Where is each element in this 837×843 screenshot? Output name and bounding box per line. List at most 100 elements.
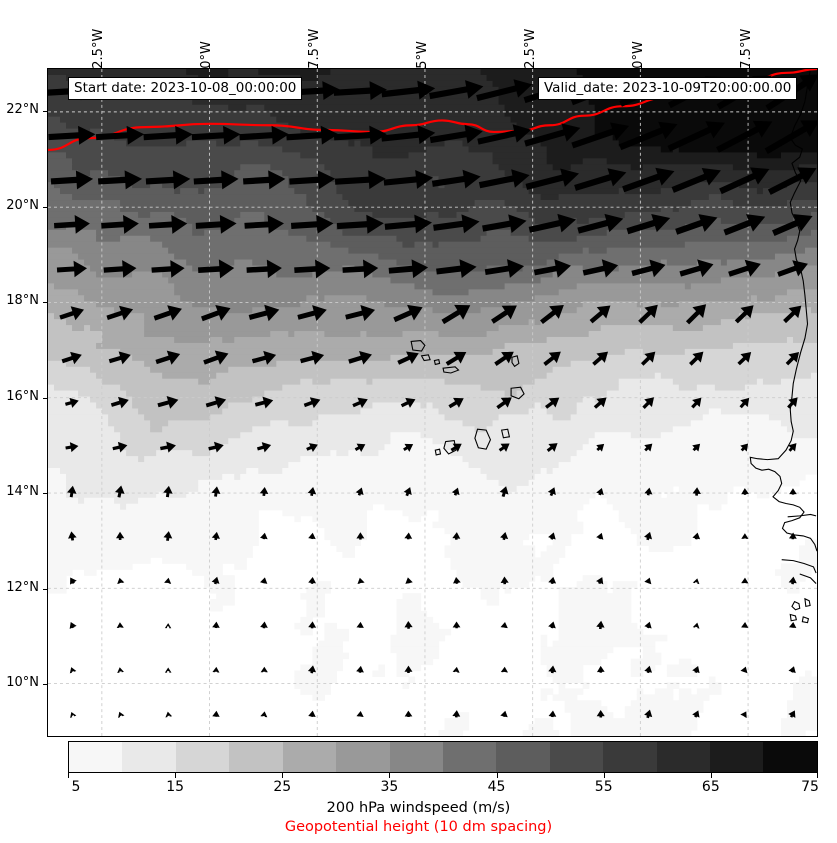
shading-cell [294, 188, 337, 195]
wind-arrow [453, 576, 461, 584]
wind-arrow [384, 214, 433, 234]
shading-cell [66, 319, 145, 326]
shading-cell [798, 551, 817, 558]
shading-cell [582, 247, 590, 255]
shading-cell [162, 372, 217, 380]
shading-cell [324, 211, 374, 219]
shading-cell [540, 319, 722, 326]
shading-cell [576, 235, 788, 243]
shading-cell [450, 450, 578, 457]
shading-cell [690, 200, 734, 207]
wind-arrow [157, 396, 179, 409]
wind-arrow [548, 665, 557, 674]
shading-cell [420, 307, 434, 314]
shading-cell [396, 235, 482, 243]
wind-arrow [574, 168, 627, 191]
shading-cell [804, 539, 817, 547]
shading-cell [498, 164, 554, 171]
start-date-annotation: Start date: 2023-10-08_00:00:00 [68, 77, 303, 100]
shading-cell [624, 211, 812, 219]
shading-cell [546, 152, 758, 159]
shading-cell [396, 259, 548, 267]
shading-cell [792, 265, 817, 273]
shading-cell [312, 652, 349, 660]
shading-cell [492, 80, 584, 88]
wind-arrow [524, 123, 581, 147]
shading-cell [210, 587, 235, 594]
wind-arrow [400, 397, 416, 408]
shading-cell [372, 152, 410, 159]
wind-arrow [164, 577, 172, 584]
shading-cell [708, 217, 722, 225]
shading-cell [48, 468, 61, 475]
shading-cell [450, 563, 554, 570]
shading-cell [60, 468, 247, 475]
map-plot-area[interactable] [47, 68, 818, 737]
wind-arrow [65, 442, 79, 453]
shading-cell [570, 360, 817, 368]
shading-cell [588, 98, 817, 106]
wind-arrow [381, 80, 436, 100]
shading-cell [588, 438, 817, 445]
wind-arrow [692, 666, 700, 674]
y-tickmark-0 [43, 111, 47, 112]
shading-cell [546, 372, 656, 380]
shading-cell [606, 390, 817, 398]
wind-arrow [739, 397, 750, 409]
shading-cell [66, 485, 199, 493]
wind-arrow [242, 170, 286, 190]
shading-cell [462, 140, 542, 148]
shading-cell [534, 295, 752, 302]
shading-cell [534, 134, 614, 142]
shading-cell [48, 200, 121, 207]
wind-arrow [145, 170, 191, 190]
wind-arrow [70, 577, 77, 585]
shading-cell [684, 182, 740, 189]
wind-arrow [716, 120, 773, 153]
wind-arrow [642, 397, 655, 409]
shading-cell [162, 241, 331, 249]
shading-cell [540, 634, 548, 642]
shading-cell [48, 277, 169, 284]
shading-cell [342, 551, 356, 558]
shading-cell [396, 616, 434, 624]
shading-cell [438, 408, 530, 416]
shading-cell [366, 378, 374, 386]
shading-cell [48, 539, 259, 547]
shading-cell [282, 468, 482, 475]
shading-cell [102, 336, 175, 344]
shading-cell [234, 336, 548, 344]
shading-cell [48, 301, 97, 308]
shading-cell [234, 217, 265, 225]
wind-arrow [777, 260, 808, 277]
wind-arrow [260, 577, 268, 584]
shading-cell [96, 372, 163, 380]
shading-cell [786, 182, 817, 189]
shading-cell [600, 396, 817, 404]
wind-arrow [61, 351, 82, 365]
shading-cell [48, 295, 85, 302]
wind-arrow [345, 304, 376, 322]
shading-cell [300, 628, 313, 636]
colorbar-container[interactable]: 5 15 25 35 45 55 65 75 [68, 741, 819, 795]
shading-cell [720, 194, 817, 201]
shading-cell [360, 331, 368, 338]
wind-arrow [95, 125, 145, 145]
shading-cell [162, 271, 277, 279]
shading-cell [162, 557, 247, 564]
shading-cell [780, 724, 817, 731]
wind-arrow [155, 350, 181, 365]
shading-cell [174, 289, 434, 296]
shading-cell [78, 497, 85, 505]
wind-arrow [788, 576, 797, 585]
shading-cell [354, 205, 470, 213]
shading-cell [528, 408, 548, 416]
shading-cell [498, 479, 530, 487]
shading-cell [282, 146, 374, 153]
wind-arrow [719, 167, 770, 195]
colorbar-tickmark-5 [603, 773, 605, 778]
shading-cell [174, 211, 241, 219]
shading-cell [480, 468, 542, 475]
shading-cell [444, 140, 464, 148]
wind-arrow [352, 397, 368, 408]
